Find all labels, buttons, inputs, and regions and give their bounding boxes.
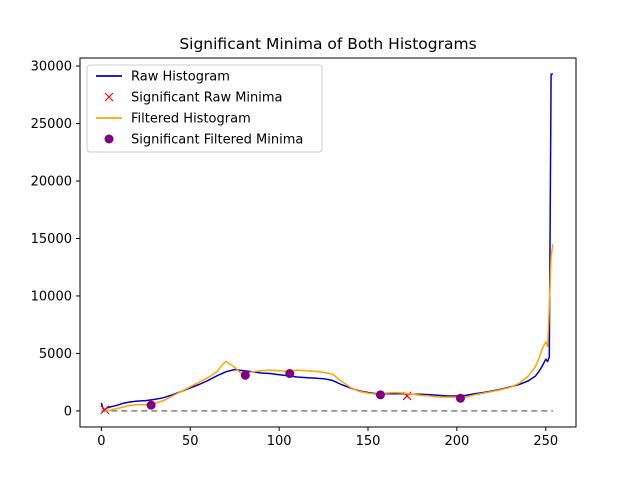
x-tick-label: 200 — [444, 434, 469, 449]
legend-entry-label: Filtered Histogram — [131, 112, 251, 127]
x-tick-label: 250 — [533, 434, 558, 449]
x-tick-label: 150 — [356, 434, 381, 449]
filtered-minimum-marker — [240, 370, 250, 380]
filtered-histogram-line — [104, 244, 554, 412]
y-tick-label: 5000 — [39, 347, 72, 362]
y-tick-label: 10000 — [31, 289, 72, 304]
x-tick-label: 0 — [97, 434, 105, 449]
filtered-minimum-marker — [455, 393, 465, 403]
y-tick-label: 15000 — [31, 232, 72, 247]
legend-entry-label: Raw Histogram — [131, 70, 230, 85]
plot-area — [100, 73, 554, 415]
filtered-minimum-marker — [285, 369, 295, 379]
axes-ticks: 0 50 100 150 200 250 0 5000 10000 15000 20000 25000… — [31, 60, 559, 449]
raw-minimum-marker — [100, 405, 110, 415]
x-tick-label: 100 — [267, 434, 292, 449]
axes-frame — [79, 57, 577, 428]
legend-entry-label: Significant Filtered Minima — [131, 133, 303, 148]
y-tick-label: 25000 — [31, 117, 72, 132]
y-tick-label: 20000 — [31, 175, 72, 190]
legend-box — [86, 64, 323, 153]
legend-dot-swatch — [104, 134, 114, 144]
x-tick-label: 50 — [182, 434, 199, 449]
y-tick-label: 0 — [64, 404, 72, 419]
legend-x-swatch — [104, 92, 114, 102]
filtered-minimum-marker — [375, 390, 385, 400]
legend: Raw Histogram Significant Raw Minima Filte… — [86, 64, 323, 153]
chart-title: Significant Minima of Both Histograms — [179, 35, 476, 53]
legend-entry-label: Significant Raw Minima — [131, 91, 283, 106]
y-tick-label: 30000 — [31, 60, 72, 75]
filtered-minimum-marker — [146, 400, 156, 410]
